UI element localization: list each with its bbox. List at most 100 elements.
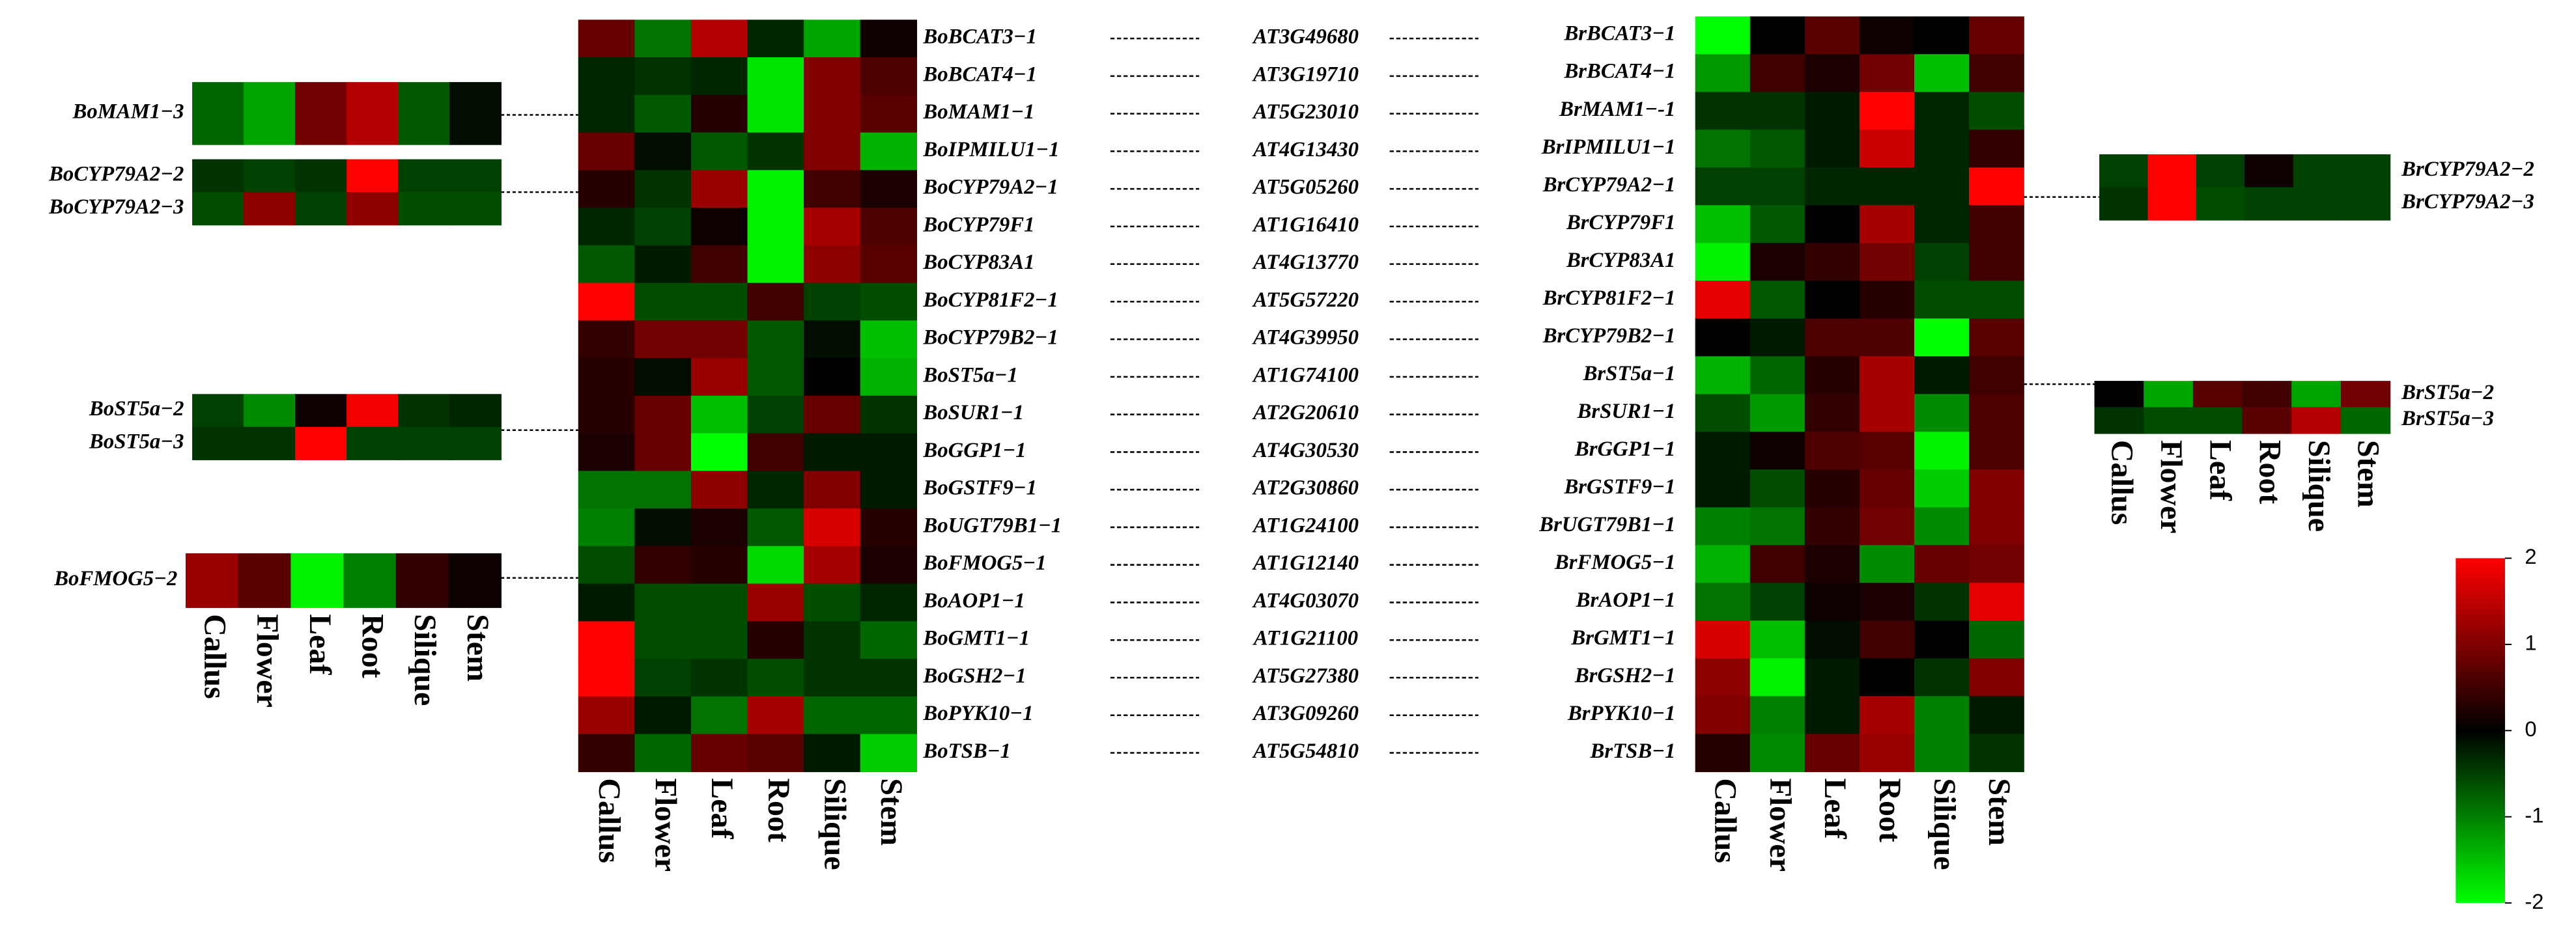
heat-cell [578,508,636,547]
heat-cell [2147,187,2197,221]
row-label: BoST5a−1 [922,363,1017,387]
heat-cell [860,696,918,735]
heat-cell [449,426,502,460]
column-label: Callus [197,614,232,699]
row-label: BrCYP79A2−1 [1542,173,1676,197]
row-label: BoCYP81F2−1 [922,288,1058,312]
row-label: BoGGP1−1 [922,439,1026,462]
row-label: BrCYP79B2−1 [1542,324,1676,348]
heat-cell [578,283,636,322]
column-label: Root [355,614,389,678]
heat-cell [1969,545,2024,584]
heat-cell [2340,407,2391,434]
heat-cell [1695,356,1751,395]
heat-cell [1749,356,1805,395]
heat-cell [347,394,399,428]
heat-cell [578,132,636,171]
heat-cell [1695,583,1751,622]
heat-cell [1914,281,1970,320]
ortholog-id: AT5G05260 [1252,176,1359,199]
heat-cell [804,132,861,171]
heat-cell [347,82,399,145]
heat-cell [1914,620,1970,659]
heat-cell [1804,318,1860,357]
heat-cell [747,471,804,509]
row-label: BoGMT1−1 [922,627,1030,650]
heat-cell [347,159,399,193]
heat-cell [1914,167,1970,206]
heat-cell [1695,243,1751,282]
row-label: BoFMOG5−2 [53,567,177,590]
heat-cell [1804,356,1860,395]
heat-cell [1695,545,1751,584]
heat-cell [1859,281,1915,320]
heat-cell [634,583,692,622]
heat-cell [2340,381,2391,408]
heat-cell [634,57,692,96]
heat-cell [804,20,861,58]
heat-cell [747,132,804,171]
heat-cell [1859,432,1915,471]
row-label: BoST5a−2 [89,397,184,421]
row-label: BrCYP79A2−2 [2401,158,2534,181]
heat-cell [804,170,861,208]
heat-cell [1804,130,1860,169]
heat-cell [1695,16,1751,55]
row-label: BoBCAT3−1 [922,25,1037,49]
heat-cell [634,734,692,773]
heat-cell [1749,696,1805,735]
row-label: BrST5a−3 [2401,407,2494,430]
heat-cell [1969,583,2024,622]
heat-cell [2192,407,2243,434]
column-label: Silique [408,614,442,706]
heat-cell [192,159,244,193]
heat-cell [634,245,692,284]
heat-cell [1749,16,1805,55]
heat-cell [804,696,861,735]
heat-cell [1804,394,1860,433]
heat-cell [1969,696,2024,735]
heat-cell [1804,92,1860,130]
column-label: Stem [874,778,909,846]
heat-cell [860,395,918,434]
row-label: BoTSB−1 [922,740,1011,763]
column-label: Flower [1763,778,1798,872]
heat-cell [395,553,449,608]
heat-cell [192,426,244,460]
heat-cell [860,283,918,322]
heat-cell [1969,92,2024,130]
column-label: Root [1873,778,1907,842]
heat-cell [860,621,918,659]
heat-cell [1695,394,1751,433]
heat-cell [398,159,450,193]
heat-cell [1749,469,1805,508]
heat-cell [1969,130,2024,169]
heat-cell [1859,318,1915,357]
ortholog-id: AT1G74100 [1252,363,1359,387]
heat-cell [1969,620,2024,659]
row-label: BrST5a−2 [2401,381,2494,404]
row-label: BrBCAT4−1 [1563,60,1675,83]
heat-cell [690,546,748,585]
row-label: BoSUR1−1 [922,401,1024,424]
heat-cell [449,192,502,226]
heat-cell [804,208,861,246]
ortholog-id: AT4G39950 [1252,326,1359,350]
ortholog-id: AT3G49680 [1252,25,1359,49]
heat-cell [578,57,636,96]
row-label: BoGSTF9−1 [922,477,1037,500]
heat-cell [1914,696,1970,735]
heat-cell [1914,658,1970,697]
heat-cell [860,583,918,622]
heat-cell [1749,281,1805,320]
heat-cell [1969,432,2024,471]
heat-cell [578,320,636,359]
heat-cell [578,546,636,585]
heat-cell [1749,507,1805,546]
row-label: BrUGT79B1−1 [1538,513,1675,536]
heat-cell [2293,154,2342,188]
column-label: Flower [2154,440,2188,534]
heat-cell [1695,130,1751,169]
heat-cell [634,546,692,585]
column-label: Leaf [2203,440,2238,501]
